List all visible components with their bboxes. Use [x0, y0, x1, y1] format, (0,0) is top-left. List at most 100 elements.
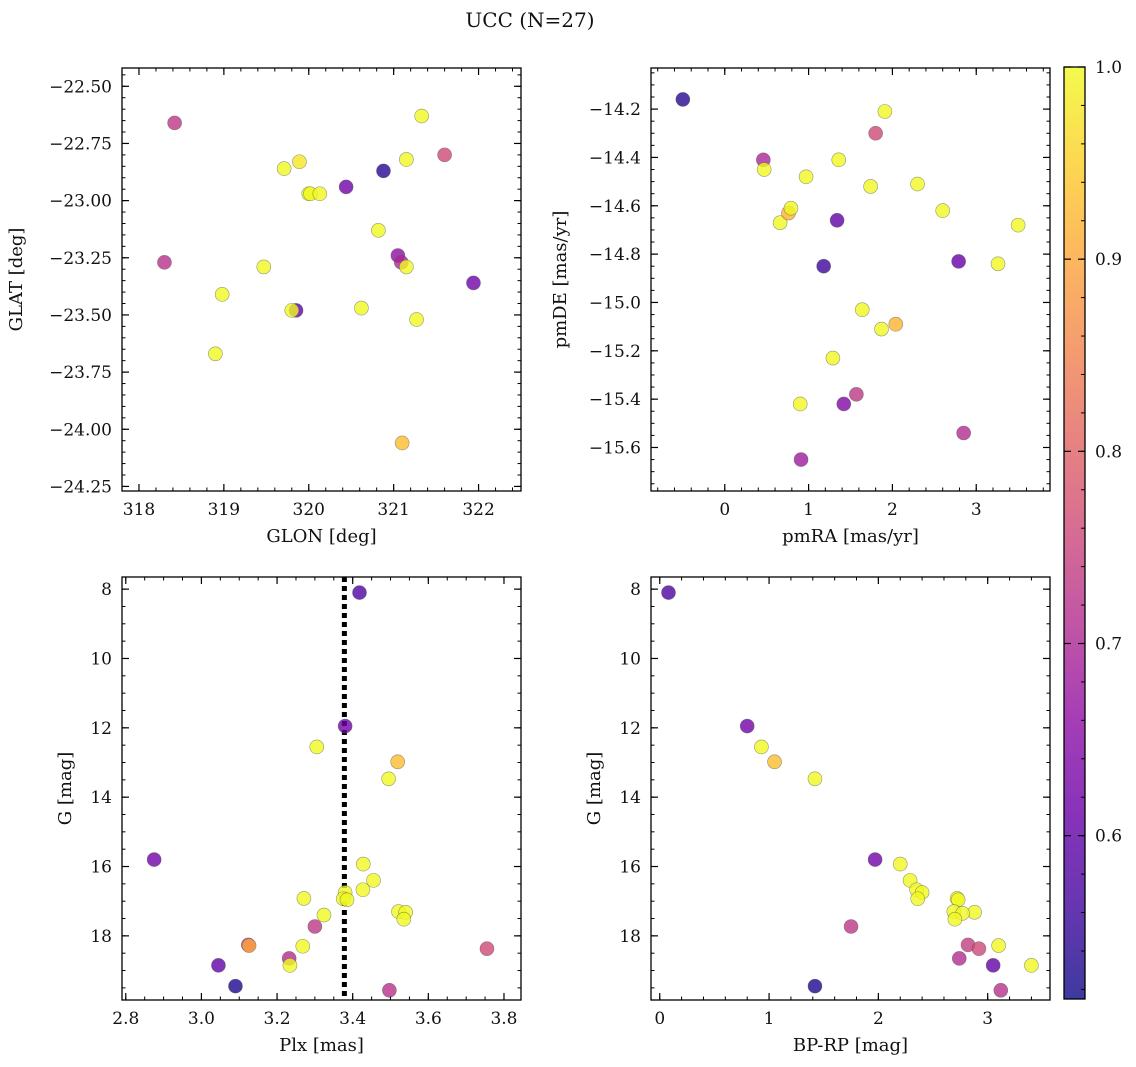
data-point [675, 92, 691, 107]
colorbar-tick-label: 0.6 [1095, 827, 1122, 847]
data-point [951, 254, 966, 269]
data-point [352, 585, 367, 600]
axes-frame [121, 67, 522, 492]
data-point [466, 275, 481, 291]
x-tick-label: 0 [719, 500, 730, 520]
data-point [282, 958, 298, 973]
y-tick-label: 12 [90, 719, 112, 739]
data-point [807, 978, 823, 994]
y-tick-label: −14.6 [589, 197, 641, 217]
axes-frame [650, 576, 1051, 1001]
scatter-panel-2: 0 1 2 3 −14.2 −14.4 −14.6 −14.8 −15.0 −15.2 −15.4 −… [550, 67, 1051, 547]
data-point [399, 152, 414, 167]
colorbar: 0.6 0.7 0.8 0.9 1.0 [1063, 58, 1122, 1000]
data-point [910, 176, 925, 192]
data-point [868, 125, 883, 141]
data-point [772, 215, 788, 230]
ticks [122, 577, 521, 1000]
data-point [316, 907, 332, 923]
y-axis-label: GLAT [deg] [6, 228, 27, 332]
data-point [807, 771, 823, 787]
data-point [947, 911, 963, 927]
y-tick-label: −15.4 [589, 390, 641, 410]
data-point [312, 186, 328, 202]
data-point [355, 856, 371, 872]
panels-group: 318 319 320 321 322−22.50−22.75−23.00−23.25−… [6, 67, 1051, 1056]
data-point [307, 919, 323, 934]
data-point [783, 200, 799, 216]
ticks [651, 68, 1050, 491]
data-point [756, 162, 772, 177]
plot-area [146, 577, 495, 1000]
figure-title: UCC (N=27) [465, 8, 594, 32]
data-point [793, 452, 809, 467]
y-tick-label: 10 [619, 649, 641, 669]
y-tick-label: −15.6 [589, 438, 641, 458]
scatter-panel-1: 318 319 320 321 322 −22.50 −22.75 −23.00 −23.25 −… [6, 67, 522, 547]
data-point [867, 852, 883, 867]
data-point [661, 585, 676, 600]
x-tick-label: 1 [803, 500, 814, 520]
y-tick-label: 14 [90, 788, 112, 808]
data-point [295, 938, 311, 954]
colorbar-gradient [1064, 67, 1085, 999]
axes-frame [650, 67, 1051, 492]
y-tick-label: −23.75 [49, 363, 112, 383]
data-point [739, 718, 755, 734]
x-tick-label: 3.8 [490, 1009, 517, 1029]
data-point [382, 982, 397, 998]
y-tick-label: −15.0 [589, 293, 641, 313]
data-point [874, 321, 889, 337]
x-tick-label: 2 [873, 1009, 884, 1029]
data-point [355, 882, 371, 898]
data-point [371, 223, 386, 238]
data-point [390, 754, 406, 770]
data-point [993, 982, 1009, 998]
data-point [241, 938, 257, 953]
data-point [479, 941, 495, 956]
data-point [836, 396, 852, 412]
data-point [935, 203, 951, 218]
y-tick-label: −14.8 [589, 245, 641, 265]
data-point [1010, 217, 1026, 233]
data-point [381, 771, 396, 787]
data-point [888, 316, 904, 332]
data-point [990, 256, 1006, 272]
y-tick-label: −14.4 [589, 148, 641, 168]
data-point [985, 958, 1001, 973]
ticks [651, 577, 1050, 1000]
axes-frame [121, 576, 522, 1001]
data-point [767, 754, 782, 770]
y-tick-label: −24.00 [49, 420, 112, 440]
data-point [214, 287, 230, 302]
y-tick-label: −23.50 [49, 306, 112, 326]
scatter-panel-3: 2.8 3.0 3.2 3.4 3.6 3.8 8 10 12 14 16 18 Plx [mas] G … [55, 576, 522, 1056]
x-tick-label: 3.6 [415, 1009, 442, 1029]
y-axis-label: pmDE [mas/yr] [550, 211, 571, 349]
data-point [409, 312, 424, 327]
data-point [829, 212, 845, 228]
plot-area [157, 108, 481, 451]
data-point [991, 938, 1006, 953]
x-axis-label: BP-RP [mag] [793, 1035, 908, 1056]
x-tick-label: 3.4 [339, 1009, 366, 1029]
y-tick-label: 12 [619, 719, 641, 739]
y-tick-label: 8 [630, 580, 641, 600]
data-point [366, 873, 381, 888]
colorbar-tick-label: 0.9 [1095, 250, 1122, 270]
data-point [339, 892, 355, 908]
data-point [825, 350, 841, 366]
data-point [892, 856, 908, 872]
y-tick-label: 8 [101, 580, 112, 600]
data-point [208, 346, 223, 362]
x-tick-label: 320 [293, 500, 325, 520]
data-point [256, 259, 272, 275]
y-tick-label: 14 [619, 788, 641, 808]
x-tick-label: 322 [462, 500, 494, 520]
y-tick-label: 16 [90, 858, 112, 878]
x-tick-label: 3 [971, 500, 982, 520]
x-tick-label: 2.8 [112, 1009, 139, 1029]
data-point [146, 852, 162, 867]
data-point [414, 108, 429, 124]
